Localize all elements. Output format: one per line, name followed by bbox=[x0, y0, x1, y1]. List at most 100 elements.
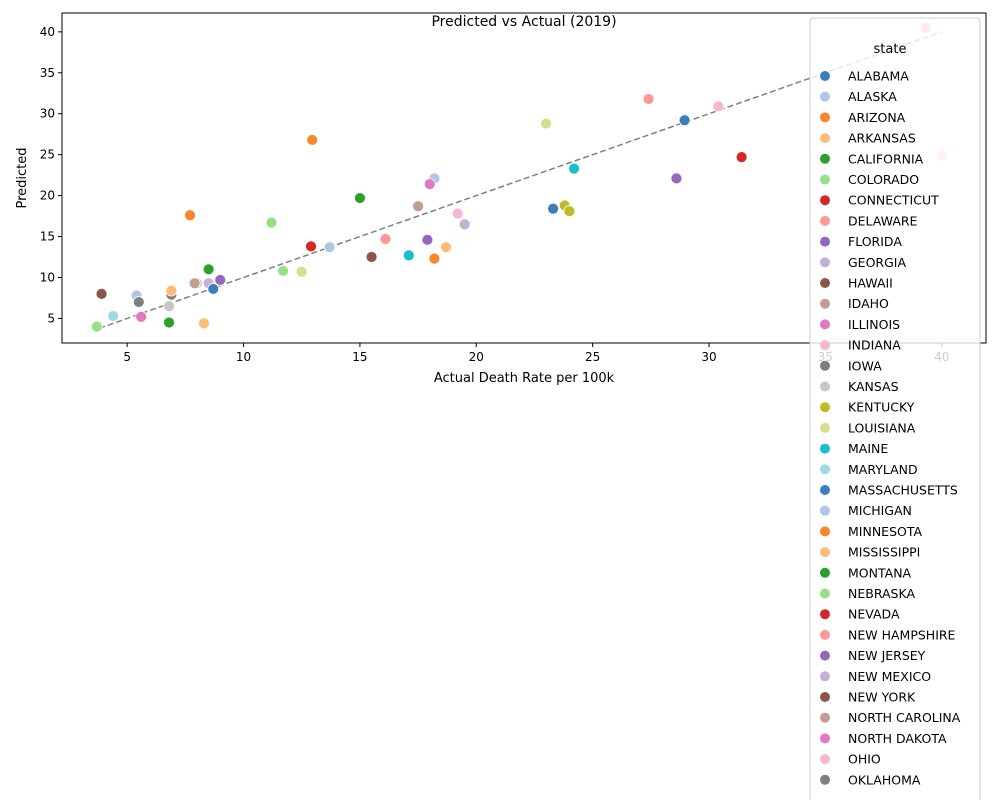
y-tick-label: 30 bbox=[40, 107, 55, 121]
y-tick-label: 15 bbox=[40, 230, 55, 244]
legend-marker bbox=[820, 215, 830, 226]
data-point bbox=[295, 265, 308, 278]
legend-label: HAWAII bbox=[848, 276, 893, 291]
data-point bbox=[712, 100, 725, 113]
legend-label: MAINE bbox=[848, 441, 888, 456]
data-point bbox=[135, 310, 148, 323]
data-point bbox=[451, 207, 464, 220]
legend-marker bbox=[820, 278, 830, 288]
legend-label: MONTANA bbox=[848, 565, 912, 580]
data-point bbox=[163, 316, 175, 329]
legend-marker bbox=[820, 71, 830, 81]
legend-label: IOWA bbox=[848, 358, 882, 373]
data-point bbox=[214, 274, 227, 286]
legend-label: IDAHO bbox=[848, 296, 889, 311]
legend-label: ALABAMA bbox=[848, 69, 909, 84]
legend-label: LOUISIANA bbox=[848, 420, 916, 435]
x-axis-label: Actual Death Rate per 100k bbox=[434, 371, 615, 386]
legend-label: MISSISSIPPI bbox=[848, 545, 920, 560]
data-point bbox=[423, 178, 436, 191]
legend-marker bbox=[820, 133, 830, 144]
legend-label: OKLAHOMA bbox=[848, 772, 921, 787]
legend-marker bbox=[820, 692, 830, 702]
data-point bbox=[354, 192, 366, 204]
legend-label: COLORADO bbox=[848, 172, 919, 187]
legend-marker bbox=[820, 774, 830, 785]
legend-marker bbox=[820, 754, 830, 765]
legend-label: KANSAS bbox=[848, 379, 899, 394]
data-point bbox=[421, 233, 434, 246]
data-point bbox=[265, 216, 278, 229]
legend-label: ILLINOIS bbox=[848, 317, 900, 332]
data-point bbox=[132, 296, 145, 308]
legend-marker bbox=[820, 505, 830, 516]
legend-marker bbox=[820, 360, 830, 371]
data-point bbox=[163, 300, 175, 313]
legend-label: NEVADA bbox=[848, 607, 900, 622]
legend-marker bbox=[820, 650, 830, 661]
data-point bbox=[440, 241, 452, 254]
legend-label: MARYLAND bbox=[848, 462, 918, 477]
legend-marker bbox=[820, 588, 830, 599]
y-axis-label: Predicted bbox=[15, 147, 30, 208]
x-tick-label: 15 bbox=[352, 350, 367, 364]
data-point bbox=[568, 162, 580, 175]
legend-label: NORTH CAROLINA bbox=[848, 710, 961, 725]
legend-marker bbox=[820, 236, 830, 247]
legend-marker bbox=[820, 464, 830, 475]
data-point bbox=[305, 240, 317, 253]
y-axis: 5 10 15 20 25 30 35 40 bbox=[40, 25, 62, 325]
data-point bbox=[306, 134, 319, 146]
data-point bbox=[323, 241, 336, 254]
data-point bbox=[91, 320, 103, 333]
y-tick-label: 20 bbox=[40, 189, 55, 203]
legend-marker bbox=[820, 443, 830, 454]
legend-label: OHIO bbox=[848, 752, 881, 767]
legend-label: CALIFORNIA bbox=[848, 151, 924, 166]
legend-marker bbox=[820, 257, 830, 268]
data-point bbox=[277, 265, 290, 277]
x-tick-label: 10 bbox=[236, 350, 251, 364]
reference-line bbox=[98, 31, 943, 329]
data-point bbox=[735, 151, 748, 164]
legend-marker bbox=[820, 298, 830, 309]
legend-marker bbox=[820, 609, 830, 620]
chart-title: Predicted vs Actual (2019) bbox=[431, 14, 616, 30]
data-point bbox=[540, 117, 553, 130]
legend-marker bbox=[820, 195, 830, 206]
x-tick-label: 5 bbox=[123, 350, 131, 364]
data-point bbox=[379, 233, 392, 245]
data-point bbox=[428, 252, 441, 265]
legend-marker bbox=[820, 526, 830, 537]
y-tick-label: 10 bbox=[40, 270, 55, 284]
legend-label: NORTH DAKOTA bbox=[848, 731, 947, 746]
data-point bbox=[198, 317, 210, 330]
legend-marker bbox=[820, 671, 830, 682]
legend-marker bbox=[820, 153, 830, 164]
legend-marker bbox=[820, 422, 830, 433]
y-tick-label: 35 bbox=[40, 66, 55, 80]
data-point bbox=[202, 263, 215, 276]
legend-label: ALASKA bbox=[848, 89, 897, 104]
legend-label: ARIZONA bbox=[848, 110, 906, 125]
x-tick-label: 30 bbox=[701, 350, 716, 364]
x-tick-label: 25 bbox=[585, 350, 600, 364]
y-tick-label: 25 bbox=[40, 148, 55, 162]
legend-label: CONNECTICUT bbox=[848, 193, 939, 208]
legend-marker bbox=[820, 547, 830, 558]
data-point bbox=[458, 218, 471, 231]
data-point bbox=[95, 287, 108, 300]
data-point bbox=[678, 114, 691, 127]
legend-marker bbox=[820, 174, 830, 185]
data-point bbox=[165, 284, 178, 297]
data-point bbox=[670, 172, 683, 185]
data-point bbox=[563, 205, 576, 218]
legend-label: NEW MEXICO bbox=[848, 669, 931, 684]
data-point bbox=[402, 249, 415, 262]
legend-marker bbox=[820, 319, 830, 330]
legend-marker bbox=[820, 340, 830, 351]
legend-marker bbox=[820, 485, 830, 495]
legend-label: NEW YORK bbox=[848, 690, 916, 705]
data-point bbox=[184, 209, 196, 222]
